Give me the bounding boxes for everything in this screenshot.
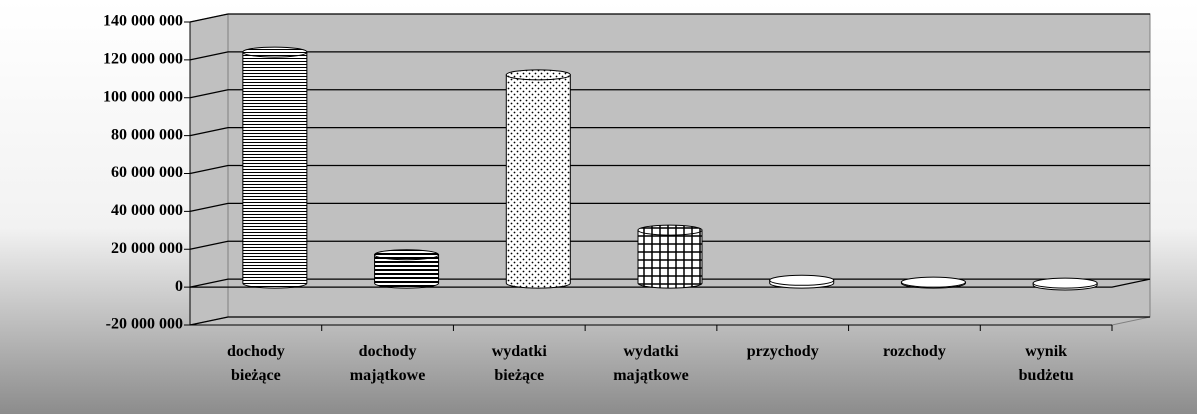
- x-tick-label: przychody: [747, 343, 819, 360]
- floor: [189, 316, 1151, 326]
- y-tick-label: 60 000 000: [111, 164, 183, 181]
- grid-line: [189, 89, 1150, 99]
- y-tick-label: 120 000 000: [103, 51, 183, 68]
- grid-line: [189, 202, 1150, 213]
- grid-line: [189, 278, 1150, 288]
- grid-line: [189, 13, 1150, 23]
- y-tick-label: -20 000 000: [106, 316, 183, 333]
- y-tick-label: 0: [175, 278, 183, 295]
- bar-body: [505, 74, 571, 289]
- y-tick-label: 20 000 000: [111, 240, 183, 257]
- bar-top: [1032, 277, 1098, 289]
- bar-body: [637, 229, 703, 289]
- bar-top: [637, 224, 703, 236]
- bar: [374, 249, 440, 289]
- bar-top: [769, 274, 835, 286]
- bar-top: [505, 69, 571, 81]
- bar: [637, 224, 703, 289]
- bar: [242, 46, 308, 289]
- bar-top: [374, 249, 440, 261]
- x-tick-label: dochody bieżące: [227, 343, 285, 384]
- bar: [900, 276, 966, 289]
- bar-body: [374, 254, 440, 289]
- y-tick-label: 100 000 000: [103, 88, 183, 105]
- grid-line: [189, 51, 1150, 61]
- x-tick-label: wydatki bieżące: [492, 343, 548, 384]
- bar-top: [242, 46, 308, 58]
- bar: [505, 69, 571, 289]
- y-tick-label: 40 000 000: [111, 202, 183, 219]
- grid-line: [189, 316, 1150, 326]
- bar: [1032, 277, 1098, 291]
- zero-plane: [190, 278, 1151, 288]
- bar-top: [900, 276, 966, 288]
- y-tick-label: 140 000 000: [103, 13, 183, 30]
- grid-line: [189, 164, 1150, 175]
- x-tick-label: wydatki majątkowe: [613, 343, 689, 384]
- bar: [769, 274, 835, 289]
- y-tick-label: 80 000 000: [111, 126, 183, 143]
- grid-line: [189, 126, 1150, 137]
- bar-body: [242, 51, 308, 289]
- x-tick-label: rozchody: [883, 343, 946, 360]
- x-tick-label: wynik budżetu: [1019, 343, 1074, 384]
- grid-line: [189, 240, 1150, 250]
- x-tick-label: dochody majątkowe: [350, 343, 426, 384]
